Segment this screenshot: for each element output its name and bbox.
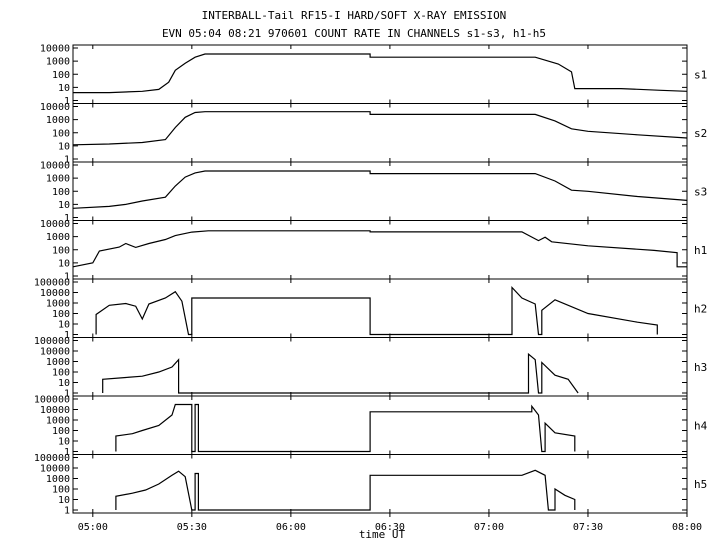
- panel-frame: [72, 278, 688, 338]
- y-tick-label: 10000: [40, 288, 70, 299]
- panel-frame: [72, 44, 688, 104]
- y-tick-label: 1000: [46, 115, 70, 126]
- panel-frame: [72, 103, 688, 163]
- y-tick-label: 100000: [34, 395, 70, 406]
- y-tick-label: 100: [52, 70, 70, 81]
- y-tick-label: 10000: [40, 405, 70, 416]
- chart-subtitle: EVN 05:04 08:21 970601 COUNT RATE IN CHA…: [162, 27, 546, 40]
- y-tick-label: 1: [64, 506, 70, 517]
- x-tick-label: 06:30: [375, 522, 405, 533]
- x-tick-label: 05:30: [177, 522, 207, 533]
- y-tick-label: 100000: [34, 336, 70, 347]
- panel-s1: 10000 1000 100 10 1 s1: [40, 44, 707, 108]
- series-line-h4: [115, 403, 576, 453]
- y-tick-label: 10: [58, 141, 70, 152]
- series-line-h1: [72, 230, 687, 268]
- y-tick-label: 1000: [46, 416, 70, 427]
- series-line-s1: [73, 53, 688, 94]
- panel-s2: 10000 1000 100 10 1 s2: [40, 102, 707, 166]
- y-tick-label: 10: [58, 258, 70, 269]
- y-tick-label: 100: [52, 309, 70, 320]
- series-line-h2: [95, 285, 658, 336]
- x-tick-label: 08:00: [672, 522, 702, 533]
- y-tick-label: 100: [52, 187, 70, 198]
- y-tick-label: 1: [64, 155, 70, 166]
- y-tick-label: 1000: [46, 174, 70, 185]
- y-tick-label: 100: [52, 245, 70, 256]
- y-tick-label: 10000: [40, 44, 70, 55]
- y-tick-label: 100: [52, 485, 70, 496]
- chart-title: INTERBALL-Tail RF15-I HARD/SOFT X-RAY EM…: [202, 9, 507, 22]
- channel-label-h4: h4: [694, 419, 708, 432]
- y-tick-label: 10000: [40, 219, 70, 230]
- y-tick-label: 1: [64, 330, 70, 341]
- y-tick-label: 10: [58, 83, 70, 94]
- series-line-s2: [72, 111, 688, 146]
- channel-label-h1: h1: [694, 244, 707, 257]
- y-tick-label: 10000: [40, 161, 70, 172]
- y-tick-label: 10000: [40, 464, 70, 475]
- y-tick-label: 1000: [46, 474, 70, 485]
- y-tick-label: 10: [58, 200, 70, 211]
- y-tick-label: 10000: [40, 347, 70, 358]
- channel-label-h2: h2: [694, 302, 707, 315]
- series-line-h3: [102, 352, 579, 394]
- y-tick-label: 1000: [46, 299, 70, 310]
- y-tick-label: 10: [58, 378, 70, 389]
- x-axis-label: time UT: [359, 528, 406, 541]
- channel-label-h3: h3: [694, 361, 707, 374]
- y-tick-label: 1: [64, 96, 70, 107]
- y-tick-label: 1: [64, 447, 70, 458]
- y-tick-label: 10000: [40, 102, 70, 113]
- y-tick-label: 100: [52, 426, 70, 437]
- panel-frame: [72, 454, 688, 514]
- y-tick-label: 1000: [46, 232, 70, 243]
- y-tick-label: 100: [52, 128, 70, 139]
- channel-label-s2: s2: [694, 127, 707, 140]
- y-tick-label: 1000: [46, 57, 70, 68]
- x-tick-label: 06:00: [276, 522, 306, 533]
- channel-panels: 100001000100101s1100001000100101s2100001…: [34, 44, 708, 517]
- channel-label-h5: h5: [694, 478, 707, 491]
- panel-frame: [72, 220, 688, 280]
- channel-label-s1: s1: [694, 68, 707, 81]
- panel-frame: [72, 395, 688, 455]
- y-tick-label: 10: [58, 437, 70, 448]
- channel-label-s3: s3: [694, 185, 707, 198]
- panel-frame: [72, 337, 688, 397]
- panel-h1: 10000 1000 100 10 1 h1: [40, 219, 707, 283]
- y-tick-label: 100: [52, 368, 70, 379]
- x-tick-label: 07:00: [474, 522, 504, 533]
- y-tick-label: 100000: [34, 453, 70, 464]
- y-tick-label: 1000: [46, 357, 70, 368]
- series-line-s3: [72, 170, 688, 209]
- panel-s3: 10000 1000 100 10 1 s3: [40, 161, 707, 225]
- y-tick-label: 100000: [34, 278, 70, 289]
- x-tick-label: 05:00: [78, 522, 108, 533]
- series-line-h5: [115, 469, 576, 511]
- y-tick-label: 1: [64, 389, 70, 400]
- y-tick-label: 1: [64, 213, 70, 224]
- y-tick-label: 10: [58, 495, 70, 506]
- panel-frame: [72, 161, 688, 221]
- x-tick-label: 07:30: [573, 522, 603, 533]
- y-tick-label: 10: [58, 320, 70, 331]
- y-tick-label: 1: [64, 272, 70, 283]
